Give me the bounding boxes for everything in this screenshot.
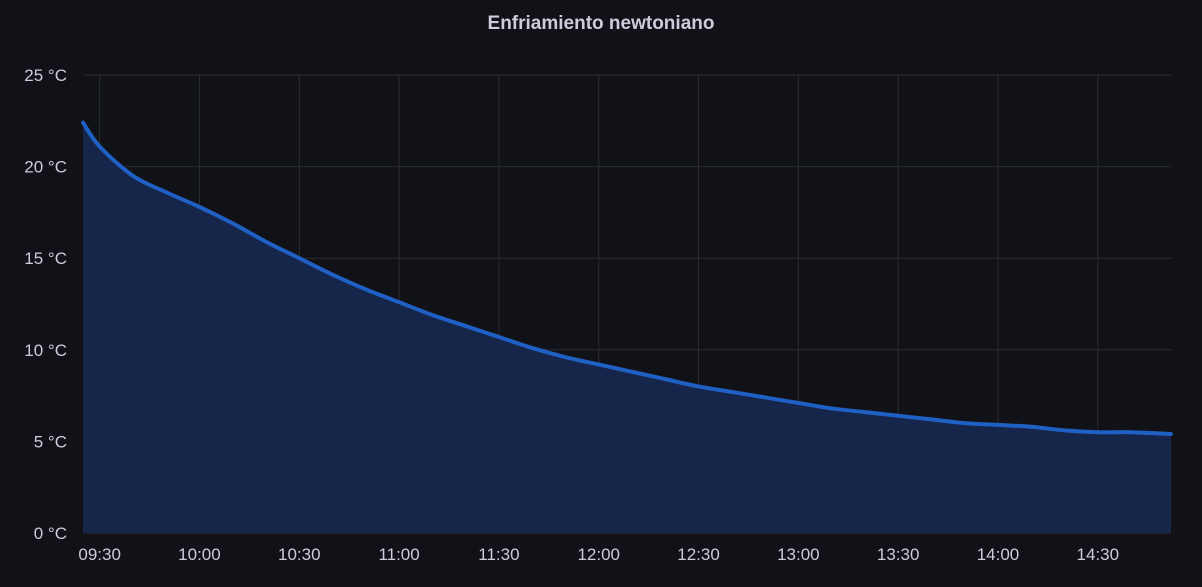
data-point[interactable] — [496, 334, 502, 340]
data-point[interactable] — [629, 369, 635, 375]
x-axis: 09:30 10:00 10:30 11:00 11:30 12:00 12:30 13:00… — [78, 545, 1119, 564]
x-tick-label: 10:30 — [278, 545, 321, 564]
chart-title: Enfriamiento newtoniano — [487, 13, 715, 34]
data-point[interactable] — [463, 323, 469, 329]
data-point[interactable] — [995, 422, 1001, 428]
data-point[interactable] — [230, 220, 236, 226]
data-point[interactable] — [80, 120, 86, 126]
x-tick-label: 13:30 — [877, 545, 920, 564]
data-point[interactable] — [130, 173, 136, 179]
data-point[interactable] — [1168, 431, 1174, 437]
data-point[interactable] — [263, 239, 269, 245]
y-tick-label: 20 °C — [24, 158, 67, 177]
series-area-fill — [83, 122, 1171, 533]
x-tick-label: 14:30 — [1077, 545, 1120, 564]
series-area — [83, 122, 1171, 533]
data-point[interactable] — [862, 409, 868, 415]
x-tick-label: 09:30 — [78, 545, 121, 564]
x-tick-label: 11:30 — [478, 545, 519, 564]
data-point[interactable] — [529, 345, 535, 351]
data-point[interactable] — [1062, 427, 1068, 433]
x-tick-label: 14:00 — [977, 545, 1020, 564]
data-point[interactable] — [396, 299, 402, 305]
data-point[interactable] — [928, 416, 934, 422]
data-point[interactable] — [829, 405, 835, 411]
data-point[interactable] — [1095, 429, 1101, 435]
data-point[interactable] — [1128, 429, 1134, 435]
data-point[interactable] — [429, 312, 435, 318]
data-point[interactable] — [696, 383, 702, 389]
y-tick-label: 25 °C — [24, 66, 67, 85]
series-line-group — [80, 120, 1174, 437]
x-tick-label: 12:00 — [577, 545, 620, 564]
y-tick-label: 5 °C — [34, 432, 67, 451]
data-point[interactable] — [363, 286, 369, 292]
series-line[interactable] — [81, 120, 1173, 437]
data-point[interactable] — [163, 189, 169, 195]
data-point[interactable] — [596, 361, 602, 367]
x-tick-label: 12:30 — [677, 545, 720, 564]
y-axis: 0 °C 5 °C 10 °C 15 °C 20 °C 25 °C — [24, 66, 67, 543]
data-point[interactable] — [196, 204, 202, 210]
data-point[interactable] — [962, 420, 968, 426]
data-point[interactable] — [662, 376, 668, 382]
data-point[interactable] — [895, 413, 901, 419]
x-tick-label: 10:00 — [178, 545, 221, 564]
data-point[interactable] — [562, 354, 568, 360]
data-point[interactable] — [762, 394, 768, 400]
y-tick-label: 0 °C — [34, 524, 67, 543]
data-point[interactable] — [97, 143, 103, 149]
x-tick-label: 13:00 — [777, 545, 820, 564]
data-point[interactable] — [729, 389, 735, 395]
data-point[interactable] — [330, 272, 336, 278]
data-point[interactable] — [795, 400, 801, 406]
data-point[interactable] — [1028, 424, 1034, 430]
y-tick-label: 10 °C — [24, 341, 67, 360]
data-point[interactable] — [296, 255, 302, 261]
x-tick-label: 11:00 — [378, 545, 419, 564]
y-tick-label: 15 °C — [24, 249, 67, 268]
